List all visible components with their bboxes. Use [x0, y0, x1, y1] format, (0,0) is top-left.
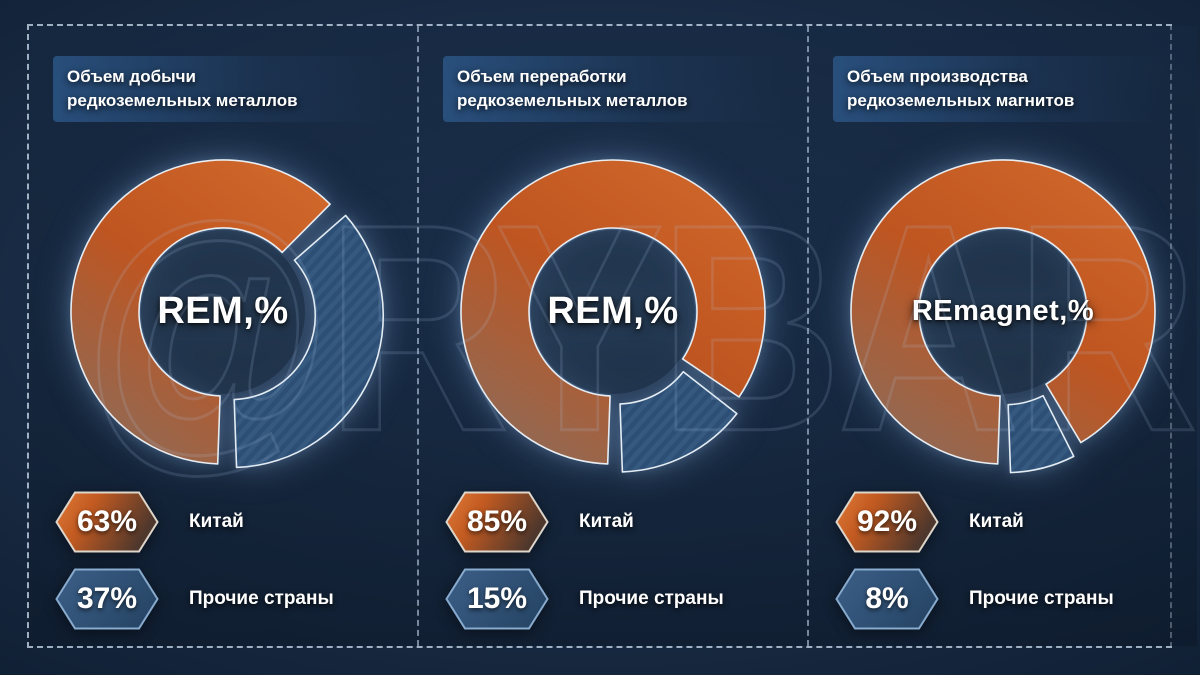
panel-title-line1: Объем производства [847, 67, 1028, 86]
panel-title: Объем добычи редкоземельных металлов [53, 56, 393, 122]
donut-chart-processing: REM,% [443, 142, 783, 482]
donut-chart-mining: REM,% [53, 142, 393, 482]
hexagon-badge-shape [55, 491, 159, 553]
legend: 85% Китай 15% Прочие страны [443, 491, 783, 630]
legend-row-china: 85% Китай [445, 491, 783, 553]
donut-hole [531, 229, 695, 394]
donut-center-label: REM,% [547, 290, 679, 333]
china-label: Китай [579, 510, 634, 532]
legend-row-others: 8% Прочие страны [835, 568, 1173, 630]
slice-china [70, 158, 331, 465]
panel-processing: Объем переработки редкоземельных металло… [417, 26, 807, 646]
panel-magnets: Объем производства редкоземельных магнит… [807, 26, 1197, 646]
hexagon-badge-shape [445, 568, 549, 630]
donut-hole [141, 229, 305, 394]
panel-title: Объем производства редкоземельных магнит… [833, 56, 1173, 122]
donut-center-label: REmagnet,% [911, 295, 1095, 328]
others-label: Прочие страны [969, 587, 1114, 609]
china-percent-value: 92% [856, 504, 918, 538]
hexagon-badge-shape [445, 491, 549, 553]
others-percent-badge: 8% [835, 568, 939, 630]
others-label: Прочие страны [579, 587, 724, 609]
donut-hole [921, 229, 1085, 394]
others-label: Прочие страны [189, 587, 334, 609]
panel-title: Объем переработки редкоземельных металло… [443, 56, 783, 122]
others-percent-value: 8% [865, 581, 909, 615]
others-percent-badge: 15% [445, 568, 549, 630]
hexagon-badge-shape [835, 568, 939, 630]
china-percent-badge: 63% [55, 491, 159, 553]
donut-chart-magnets: REmagnet,% [833, 142, 1173, 482]
slice-others [619, 370, 738, 473]
panel-title-line2: редкоземельных металлов [67, 90, 298, 110]
china-label: Китай [969, 510, 1024, 532]
donut-center-label: REM,% [157, 290, 289, 333]
panel-title-line2: редкоземельных металлов [457, 90, 688, 110]
china-label: Китай [189, 510, 244, 532]
panel-title-line2: редкоземельных магнитов [847, 90, 1075, 110]
slice-others [1007, 394, 1075, 474]
legend: 92% Китай 8% Прочие страны [833, 491, 1173, 630]
slice-china [850, 158, 1156, 465]
donut-svg [70, 158, 385, 468]
dashed-frame: Объем добычи редкоземельных металлов REM… [27, 24, 1197, 648]
others-percent-value: 15% [466, 581, 528, 615]
hexagon-badge-shape [55, 568, 159, 630]
others-percent-badge: 37% [55, 568, 159, 630]
legend-row-others: 15% Прочие страны [445, 568, 783, 630]
china-percent-badge: 85% [445, 491, 549, 553]
panel-title-line1: Объем переработки [457, 67, 627, 86]
legend-row-china: 92% Китай [835, 491, 1173, 553]
legend-row-china: 63% Китай [55, 491, 393, 553]
slice-others [233, 214, 385, 468]
china-percent-value: 85% [466, 504, 528, 538]
donut-svg [850, 158, 1156, 474]
panel-title-line1: Объем добычи [67, 67, 196, 86]
slice-china [460, 158, 766, 465]
china-percent-badge: 92% [835, 491, 939, 553]
hexagon-badge-shape [835, 491, 939, 553]
panel-mining: Объем добычи редкоземельных металлов REM… [29, 26, 417, 646]
legend-row-others: 37% Прочие страны [55, 568, 393, 630]
china-percent-value: 63% [76, 504, 138, 538]
legend: 63% Китай 37% Прочие страны [53, 491, 393, 630]
donut-svg [460, 158, 766, 473]
others-percent-value: 37% [76, 581, 138, 615]
